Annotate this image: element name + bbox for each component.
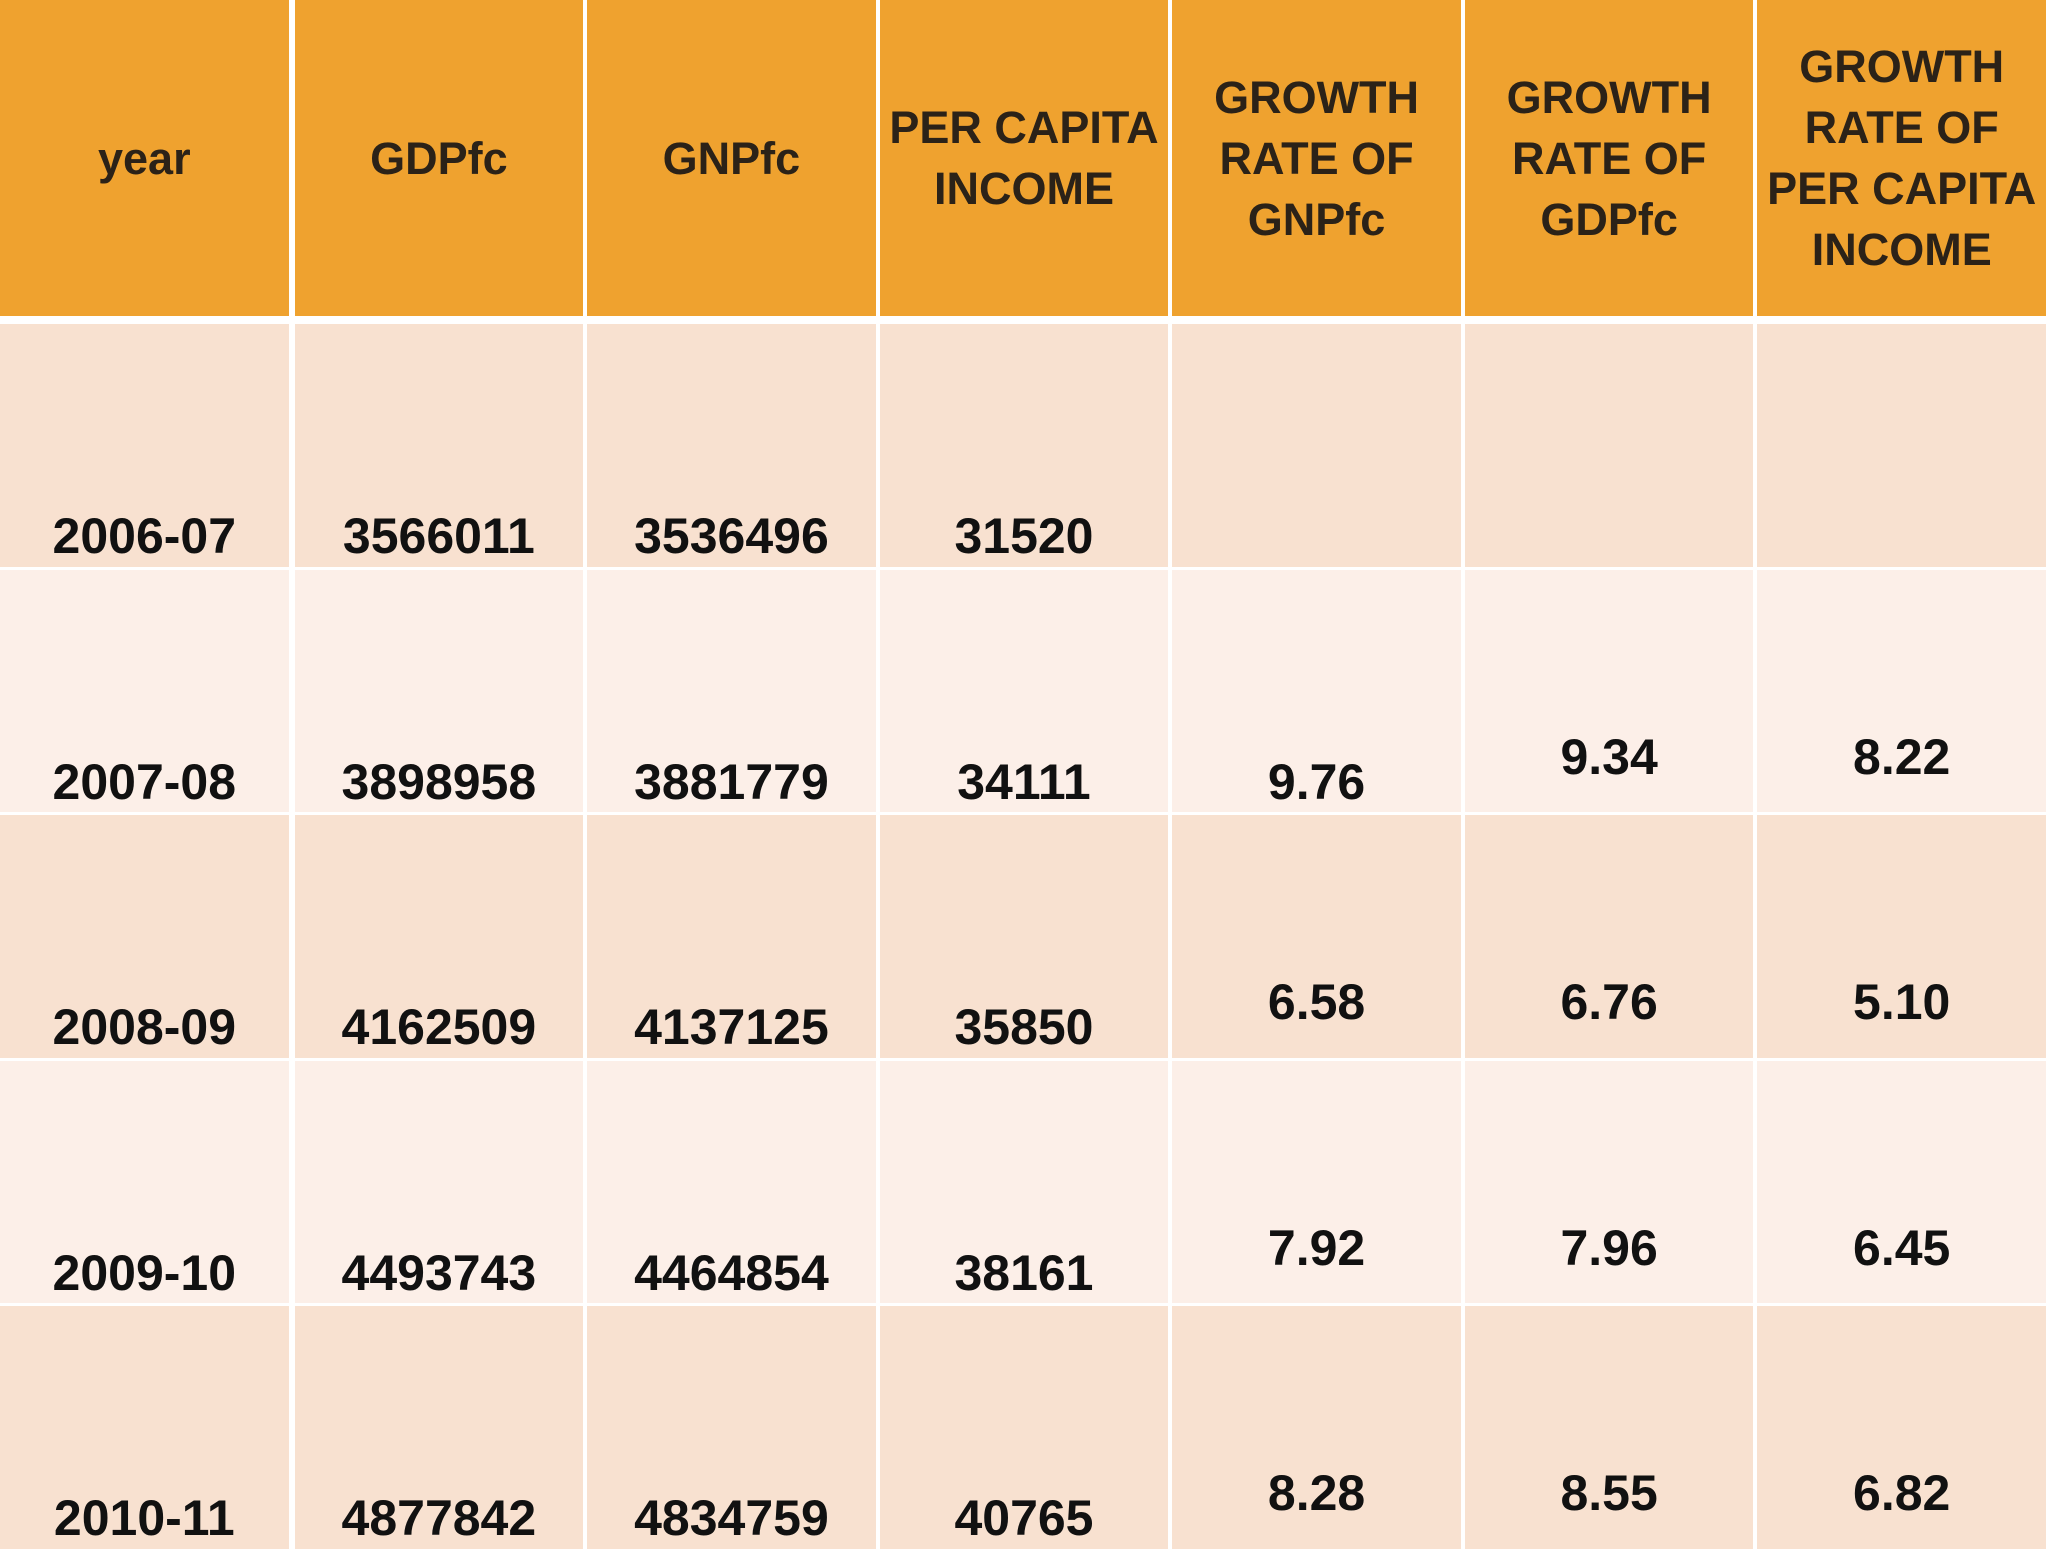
table-cell <box>1172 324 1461 567</box>
header-cell: PER CAPITA INCOME <box>879 0 1169 316</box>
cell-text: 8.55 <box>1560 1465 1658 1521</box>
table-cell: 40765 <box>879 1306 1169 1549</box>
table-cell: 7.92 <box>1172 1060 1461 1303</box>
cell-text: 4834759 <box>634 1490 829 1546</box>
cell-text: 9.34 <box>1560 728 1658 785</box>
header-cell: GROWTH RATE OF GDPfc <box>1464 0 1754 316</box>
cell-text: 3566011 <box>342 508 535 564</box>
cell-text: 35850 <box>954 999 1094 1055</box>
table-cell: 3536496 <box>587 324 876 567</box>
cell-text: 6.45 <box>1853 1219 1951 1276</box>
table-cell: 2007-08 <box>0 569 289 812</box>
table-cell: 8.28 <box>1172 1306 1461 1549</box>
cell-text: 34111 <box>957 753 1091 810</box>
table-cell: 6.45 <box>1757 1060 2046 1303</box>
table-cell: 6.82 <box>1757 1306 2046 1549</box>
header-cell: GROWTH RATE OF PER CAPITA INCOME <box>1757 0 2046 316</box>
cell-text: 6.58 <box>1267 974 1366 1030</box>
table-cell <box>1464 324 1754 567</box>
table-cell: 6.58 <box>1172 815 1461 1058</box>
cell-text: 4137125 <box>634 999 829 1055</box>
table-cell: 4464854 <box>587 1060 876 1303</box>
table-cell: 8.22 <box>1757 569 2046 812</box>
cell-text: 8.22 <box>1853 728 1951 785</box>
table-cell: 8.55 <box>1464 1306 1754 1549</box>
table-cell: 2008-09 <box>0 815 289 1058</box>
table-cell: 4137125 <box>587 815 876 1058</box>
cell-text: 38161 <box>954 1244 1094 1301</box>
cell-text: 6.82 <box>1853 1465 1951 1521</box>
header-cell: GDPfc <box>294 0 584 316</box>
table-cell: 2010-11 <box>0 1306 289 1549</box>
table-cell: 9.34 <box>1464 569 1754 812</box>
table-cell: 2009-10 <box>0 1060 289 1303</box>
cell-text: 4877842 <box>341 1490 537 1546</box>
table-cell: 5.10 <box>1757 815 2046 1058</box>
table-cell: 4162509 <box>294 815 584 1058</box>
table-cell: 4834759 <box>587 1306 876 1549</box>
cell-text: 4493743 <box>341 1244 537 1301</box>
cell-text: 9.76 <box>1267 753 1366 810</box>
cell-text: 3536496 <box>634 508 829 564</box>
table-cell: 6.76 <box>1464 815 1754 1058</box>
header-cell: GROWTH RATE OF GNPfc <box>1172 0 1461 316</box>
cell-text: 3898958 <box>341 753 537 810</box>
cell-text: 7.92 <box>1267 1219 1366 1276</box>
cell-text: 2008-09 <box>52 999 237 1055</box>
cell-text: 2010-11 <box>53 1490 235 1546</box>
cell-text: 2009-10 <box>52 1244 237 1301</box>
table-cell: 35850 <box>879 815 1169 1058</box>
cell-text: 2007-08 <box>52 753 237 810</box>
table-cell: 31520 <box>879 324 1169 567</box>
cell-text: 4464854 <box>634 1244 829 1301</box>
table-cell: 3881779 <box>587 569 876 812</box>
cell-text: 2006-07 <box>52 508 237 564</box>
cell-text: 5.10 <box>1853 974 1951 1030</box>
cell-text: 3881779 <box>634 753 829 810</box>
cell-text: 7.96 <box>1560 1219 1658 1276</box>
cell-text: 8.28 <box>1267 1465 1366 1521</box>
table-cell: 3898958 <box>294 569 584 812</box>
table-cell: 9.76 <box>1172 569 1461 812</box>
cell-text: 6.76 <box>1560 974 1658 1030</box>
cell-text: 40765 <box>954 1490 1094 1546</box>
table-cell: 3566011 <box>294 324 584 567</box>
table-cell: 2006-07 <box>0 324 289 567</box>
table-cell: 4877842 <box>294 1306 584 1549</box>
table-cell: 38161 <box>879 1060 1169 1303</box>
table-cell: 4493743 <box>294 1060 584 1303</box>
cell-text: 31520 <box>954 508 1094 564</box>
table-cell: 34111 <box>879 569 1169 812</box>
table-cell <box>1757 324 2046 567</box>
table-cell: 7.96 <box>1464 1060 1754 1303</box>
cell-text: 4162509 <box>341 999 537 1055</box>
header-cell: year <box>0 0 289 316</box>
header-cell: GNPfc <box>587 0 876 316</box>
